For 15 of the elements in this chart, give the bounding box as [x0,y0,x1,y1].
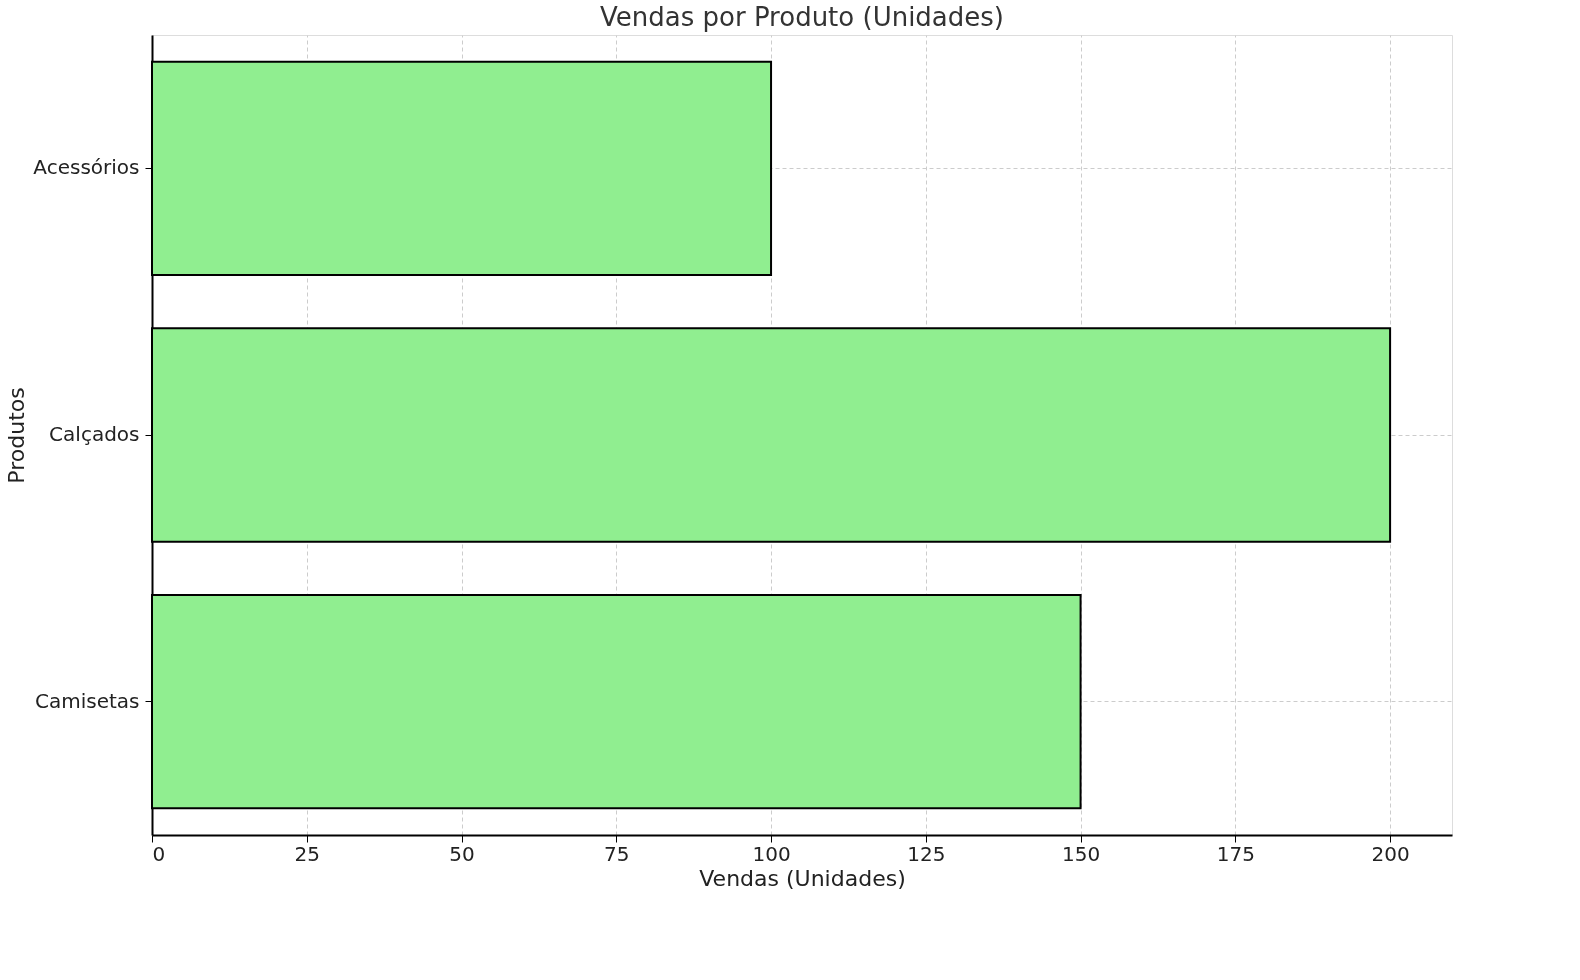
x-tick-label: 150 [1061,841,1101,866]
x-axis-title: Vendas (Unidades) [699,865,906,891]
y-axis-title: Produtos [4,387,30,484]
x-tick-label: 100 [752,841,791,866]
y-tick-label: Calçados [49,422,140,446]
x-tick-label: 125 [907,841,946,866]
y-tick-label: Camisetas [34,688,140,713]
chart-title: Vendas por Produto (Unidades) [600,2,1004,32]
x-tick-label: 200 [1371,841,1410,866]
y-tick-label: Acessórios [33,155,140,180]
x-tick-label: 25 [294,841,320,866]
x-tick-label: 175 [1216,841,1255,866]
x-tick-label: 0 [152,841,166,866]
x-tick-label: 75 [604,841,630,866]
x-tick-label: 50 [449,841,475,866]
